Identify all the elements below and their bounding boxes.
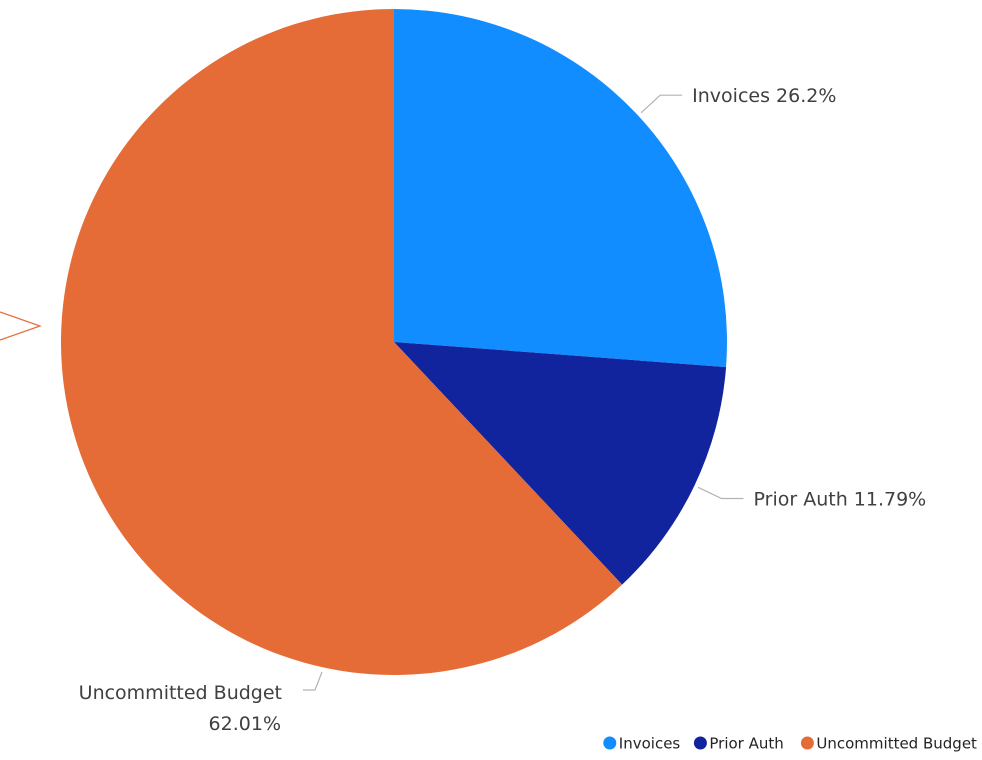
data-labels: Invoices 26.2% Prior Auth 11.79% Uncommitt… [79,85,927,735]
legend-label-uncommitted-budget: Uncommitted Budget [816,735,977,753]
pie-slices [61,9,727,675]
legend-label-prior-auth: Prior Auth [709,735,783,753]
data-label-value-uncommitted-budget: 62.01% [209,713,281,735]
pie-slice-prior-auth[interactable] [394,342,727,585]
cursor-arrow-icon [0,311,42,341]
leader-line-invoices [640,94,683,114]
leader-line-uncommitted-budget [303,671,323,691]
leader-line-prior-auth [697,486,744,500]
legend-marker-invoices [603,736,617,750]
data-label-prior-auth: Prior Auth 11.79% [754,489,927,511]
legend-marker-prior-auth [693,736,707,750]
legend-item-prior-auth[interactable]: Prior Auth [693,735,784,753]
data-label-uncommitted-budget: Uncommitted Budget [79,682,282,704]
legend-label-invoices: Invoices [619,735,681,753]
pie-slice-uncommitted-budget[interactable] [61,9,623,675]
legend-marker-uncommitted-budget [800,736,814,750]
leader-lines [303,94,744,691]
pie-slice-invoices[interactable] [394,9,727,368]
legend-item-invoices[interactable]: Invoices [603,735,680,753]
legend[interactable]: Invoices Prior Auth Uncommitted Budget [603,735,977,753]
legend-item-uncommitted-budget[interactable]: Uncommitted Budget [800,735,977,753]
data-label-invoices: Invoices 26.2% [692,85,836,107]
